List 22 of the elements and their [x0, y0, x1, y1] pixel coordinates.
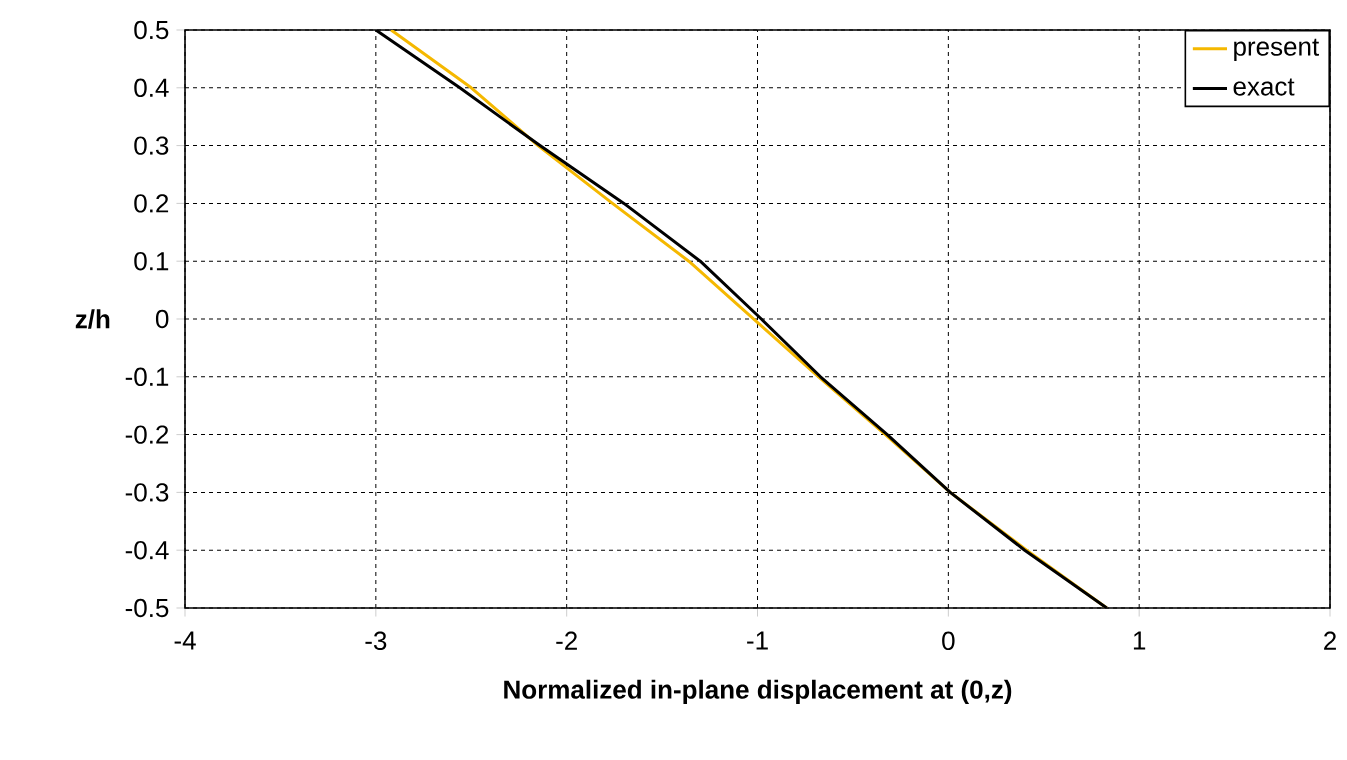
y-tick-label: 0.1 — [134, 251, 169, 271]
y-tick-label: 0.2 — [134, 194, 169, 213]
x-tick-label: -2 — [556, 631, 577, 650]
x-tick-label: 0 — [942, 631, 955, 651]
y-tick-label: -0.2 — [125, 425, 169, 444]
x-tick-label: 2 — [1324, 631, 1336, 650]
x-axis-title: Normalized in-plane displacement at (0,z) — [504, 679, 1012, 704]
x-tick-label: -1 — [747, 631, 768, 650]
y-tick-label: -0.1 — [125, 367, 169, 386]
y-tick-label: 0.4 — [134, 78, 169, 97]
y-tick-label: 0.5 — [134, 20, 169, 40]
y-axis-title: z/h — [75, 309, 110, 329]
x-tick-label: 1 — [1133, 631, 1146, 650]
y-tick-label: 0.3 — [134, 136, 169, 155]
y-tick-label: -0.4 — [125, 540, 169, 560]
x-tick-label: -3 — [365, 631, 387, 651]
legend-label: present — [1234, 38, 1319, 61]
y-tick-label: -0.5 — [125, 598, 169, 618]
legend-label: exact — [1233, 78, 1295, 96]
y-tick-label: 0 — [155, 309, 169, 329]
x-tick-label: -4 — [174, 631, 196, 650]
y-tick-label: -0.3 — [125, 483, 169, 502]
